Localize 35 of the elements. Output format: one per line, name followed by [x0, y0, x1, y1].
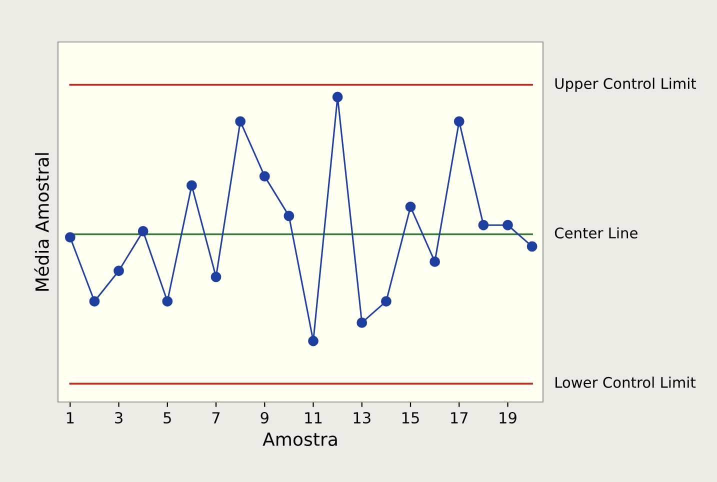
- point: [138, 226, 148, 236]
- x-tick-label: 1: [66, 412, 74, 424]
- point: [478, 220, 489, 230]
- x-tick-label: 3: [115, 412, 122, 424]
- point: [454, 116, 464, 127]
- point: [526, 241, 538, 252]
- x-axis-title: Amostra: [262, 432, 337, 446]
- point: [64, 232, 76, 243]
- x-tick-label: 7: [212, 412, 220, 424]
- point: [210, 272, 222, 282]
- x-tick-label: 9: [260, 412, 268, 424]
- ref-line-label: Upper Control Limit: [555, 78, 696, 92]
- point: [284, 210, 294, 222]
- point: [430, 256, 440, 267]
- x-tick-label: 11: [305, 412, 322, 424]
- point: [356, 317, 368, 328]
- x-tick-label: 19: [500, 412, 516, 424]
- point: [308, 336, 318, 346]
- point: [162, 296, 173, 307]
- point: [89, 296, 100, 307]
- x-tick-label: 13: [354, 412, 370, 424]
- x-tick-label: 17: [451, 412, 468, 424]
- point: [502, 220, 513, 230]
- y-axis-title: Média Amostral: [34, 153, 49, 291]
- point: [186, 180, 197, 191]
- point: [332, 92, 343, 102]
- ref-line-label: Lower Control Limit: [556, 376, 696, 388]
- point: [405, 202, 416, 212]
- point: [380, 296, 392, 307]
- point: [259, 171, 270, 182]
- x-tick-label: 5: [164, 412, 171, 424]
- point: [114, 266, 124, 276]
- point: [235, 116, 246, 127]
- x-tick-label: 15: [402, 412, 419, 424]
- ref-line-label: Center Line: [554, 227, 638, 238]
